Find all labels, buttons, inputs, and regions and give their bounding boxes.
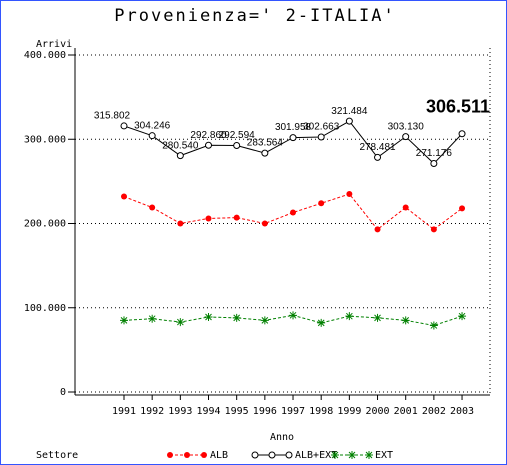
point: [345, 117, 353, 125]
point: [318, 200, 325, 207]
point: [402, 204, 409, 211]
point: [205, 215, 212, 222]
x-tick-label: 2003: [450, 406, 474, 417]
x-tick-label: 2000: [365, 406, 389, 417]
point: [149, 204, 156, 211]
y-tick-label: 100.000: [24, 303, 66, 314]
legend-marker: [285, 451, 293, 459]
data-label: 302.663: [303, 122, 340, 133]
point: [260, 316, 269, 325]
point: [401, 316, 410, 325]
point: [148, 314, 157, 323]
chart-title: Provenienza=' 2-ITALIA': [114, 6, 395, 26]
data-label: 271.176: [416, 148, 453, 159]
point: [317, 133, 325, 141]
point: [429, 321, 438, 330]
y-tick-label: 0: [60, 387, 66, 398]
data-label: 280.540: [162, 140, 199, 151]
data-label: 283.564: [247, 138, 284, 149]
point: [402, 133, 410, 141]
x-tick-label: 1998: [309, 406, 333, 417]
data-label: 278.481: [359, 142, 396, 153]
point: [374, 153, 382, 161]
x-tick-label: 1992: [140, 406, 164, 417]
y-tick-label: 300.000: [24, 134, 66, 145]
x-tick-label: 1991: [112, 406, 136, 417]
legend-label: ALB+EXT: [295, 450, 337, 461]
point: [233, 141, 241, 149]
x-tick-label: 2001: [394, 406, 418, 417]
point: [176, 318, 185, 327]
point: [120, 316, 128, 325]
x-tick-label: 1996: [253, 406, 277, 417]
x-tick-label: 1994: [196, 406, 220, 417]
point: [374, 226, 381, 233]
point: [373, 313, 382, 322]
point: [290, 209, 297, 216]
data-label: 292.860: [190, 130, 227, 141]
point: [346, 191, 353, 198]
point: [289, 311, 298, 320]
y-tick-label: 400.000: [24, 50, 66, 61]
legend-marker: [331, 451, 339, 459]
data-label: 321.484: [331, 106, 368, 117]
point: [458, 130, 466, 138]
x-tick-label: 1997: [281, 406, 305, 417]
legend-marker: [268, 451, 276, 459]
x-tick-label: 1995: [225, 406, 249, 417]
point: [120, 122, 128, 130]
point: [430, 160, 438, 168]
data-label: 292.594: [219, 130, 256, 141]
point: [232, 313, 241, 322]
point: [176, 152, 184, 160]
point: [204, 313, 213, 322]
y-axis-label: Arrivi: [36, 39, 72, 50]
legend-marker: [167, 452, 173, 458]
point: [430, 226, 437, 233]
legend-marker: [365, 451, 373, 459]
legend-label: ALB: [210, 450, 228, 461]
point: [289, 134, 297, 142]
x-tick-label: 1999: [337, 406, 361, 417]
point: [261, 220, 268, 227]
data-label: 306.511: [426, 97, 490, 117]
point: [205, 141, 213, 149]
legend-marker: [348, 451, 356, 459]
data-label: 301.958: [275, 122, 312, 133]
x-tick-label: 2002: [422, 406, 446, 417]
point: [261, 149, 269, 157]
point: [148, 132, 156, 140]
data-label: 304.246: [134, 120, 171, 131]
point: [233, 214, 240, 221]
legend-marker: [201, 452, 207, 458]
legend-marker: [251, 451, 259, 459]
x-tick-label: 1993: [168, 406, 192, 417]
point: [121, 193, 127, 200]
point: [345, 312, 354, 321]
point: [459, 205, 466, 212]
point: [317, 318, 326, 327]
point: [177, 220, 184, 227]
data-label: 315.802: [94, 111, 131, 122]
legend-marker: [184, 452, 190, 458]
x-axis-label: Anno: [270, 432, 294, 443]
legend-title: Settore: [36, 450, 78, 461]
data-label: 303.130: [388, 121, 425, 132]
legend-label: EXT: [375, 450, 393, 461]
point: [458, 312, 467, 321]
y-tick-label: 200.000: [24, 219, 66, 230]
